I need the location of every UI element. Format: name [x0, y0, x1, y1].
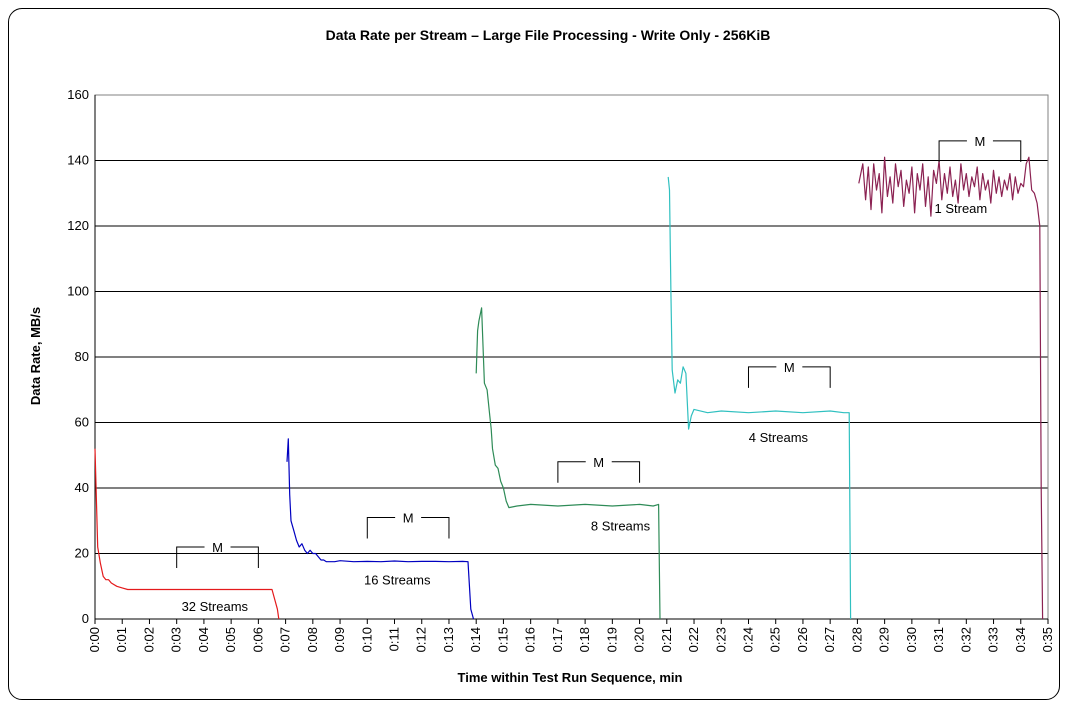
marker-bracket-right — [611, 461, 641, 483]
x-tick-label: 0:28 — [849, 627, 864, 652]
marker-label: M — [784, 360, 795, 375]
series-annotation: 8 Streams — [591, 519, 651, 534]
x-tick-label: 0:02 — [141, 627, 156, 652]
chart-title: Data Rate per Stream – Large File Proces… — [326, 27, 771, 43]
x-tick-label: 0:18 — [577, 627, 592, 652]
x-tick-label: 0:10 — [359, 627, 374, 652]
marker-bracket-left — [557, 461, 586, 483]
x-tick-label: 0:04 — [196, 627, 211, 652]
y-tick-label: 120 — [67, 218, 89, 233]
series-line-s32 — [94, 448, 280, 620]
x-tick-label: 0:32 — [958, 627, 973, 652]
x-tick-label: 0:25 — [768, 627, 783, 652]
x-tick-label: 0:26 — [795, 627, 810, 652]
y-tick-label: 80 — [75, 349, 89, 364]
marker-bracket-right — [802, 366, 831, 388]
series-annotation: 32 Streams — [182, 599, 249, 614]
x-tick-label: 0:29 — [877, 627, 892, 652]
x-tick-label: 0:24 — [740, 627, 755, 652]
series-annotation: 4 Streams — [749, 430, 809, 445]
x-tick-label: 0:14 — [468, 627, 483, 652]
x-tick-label: 0:34 — [1013, 627, 1028, 652]
marker-bracket-left — [366, 516, 396, 539]
x-tick-label: 0:31 — [931, 627, 946, 652]
y-tick-label: 20 — [75, 546, 89, 561]
marker-label: M — [212, 540, 223, 555]
x-tick-label: 0:35 — [1040, 627, 1055, 652]
y-tick-label: 140 — [67, 153, 89, 168]
x-tick-label: 0:33 — [986, 627, 1001, 652]
x-tick-label: 0:08 — [305, 627, 320, 652]
x-tick-label: 0:21 — [659, 627, 674, 652]
x-tick-label: 0:13 — [441, 627, 456, 652]
y-tick-label: 100 — [67, 284, 89, 299]
x-tick-label: 0:11 — [387, 627, 402, 651]
x-axis-title: Time within Test Run Sequence, min — [458, 670, 683, 685]
marker-bracket-right — [992, 140, 1022, 162]
x-tick-label: 0:03 — [169, 627, 184, 652]
x-tick-label: 0:22 — [686, 627, 701, 652]
marker-label: M — [403, 510, 414, 525]
series-annotation: 16 Streams — [364, 573, 431, 588]
x-tick-label: 0:16 — [523, 627, 538, 652]
x-tick-label: 0:09 — [332, 627, 347, 652]
x-tick-label: 0:23 — [713, 627, 728, 652]
series-line-s8 — [475, 307, 661, 620]
x-tick-label: 0:12 — [414, 627, 429, 652]
x-tick-label: 0:00 — [87, 627, 102, 652]
x-tick-label: 0:17 — [550, 627, 565, 652]
y-tick-label: 40 — [75, 480, 89, 495]
series-line-s1 — [858, 156, 1044, 620]
marker-bracket-right — [421, 516, 450, 539]
marker-bracket-left — [938, 140, 967, 162]
x-tick-label: 0:07 — [278, 627, 293, 652]
marker-bracket-right — [230, 546, 259, 568]
y-tick-label: 60 — [75, 415, 89, 430]
x-tick-label: 0:27 — [822, 627, 837, 652]
x-tick-label: 0:06 — [250, 627, 265, 652]
x-tick-label: 0:05 — [223, 627, 238, 652]
series-line-s4 — [667, 176, 852, 620]
marker-label: M — [593, 455, 604, 470]
marker-bracket-left — [747, 366, 777, 388]
y-axis-title: Data Rate, MB/s — [28, 307, 43, 405]
x-tick-label: 0:30 — [904, 627, 919, 652]
x-tick-label: 0:19 — [604, 627, 619, 652]
x-tick-label: 0:15 — [495, 627, 510, 652]
chart-frame — [8, 8, 1060, 700]
y-tick-label: 0 — [82, 611, 89, 626]
x-tick-label: 0:20 — [632, 627, 647, 652]
plot-area: 0 20 40 60 80 100 120 140 160 0:00 0:01 0:02 0:03 0:0… — [67, 87, 1055, 652]
marker-bracket-left — [176, 546, 205, 568]
y-tick-label: 160 — [67, 87, 89, 102]
marker-label: M — [975, 134, 986, 149]
series-annotation: 1 Stream — [934, 201, 987, 216]
x-tick-label: 0:01 — [114, 627, 129, 652]
series-line-s16 — [286, 438, 475, 620]
